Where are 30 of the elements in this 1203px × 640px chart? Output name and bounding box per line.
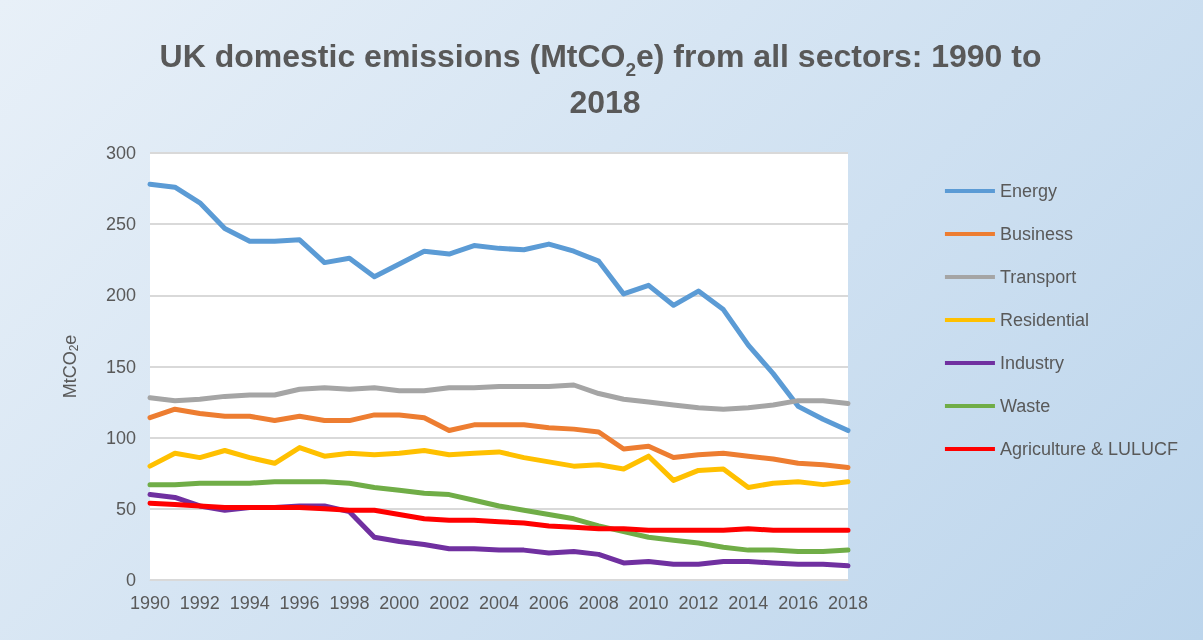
x-tick-label: 2000: [379, 593, 420, 613]
y-tick-label: 0: [125, 570, 136, 590]
x-tick-label: 2004: [478, 593, 520, 613]
x-tick-label: 1990: [129, 593, 171, 613]
legend-label: Industry: [999, 353, 1064, 373]
legend-label: Agriculture & LULUCF: [999, 439, 1178, 459]
x-tick-label: 2012: [678, 593, 719, 613]
x-tick-label: 1994: [229, 593, 270, 613]
legend-label: Business: [999, 224, 1073, 244]
y-axis-title: MtCO2e: [60, 334, 81, 399]
legend-label: Transport: [999, 267, 1077, 287]
y-tick-label: 200: [105, 285, 136, 306]
x-tick-label: 1998: [329, 593, 370, 613]
legend-label: Waste: [999, 396, 1051, 416]
x-tick-label: 2014: [728, 593, 769, 613]
x-tick-label: 2016: [778, 593, 819, 613]
x-tick-label: 2002: [429, 593, 470, 613]
x-tick-label: 2010: [628, 593, 669, 613]
y-tick-label: 250: [105, 214, 136, 235]
y-tick-label: 150: [105, 356, 136, 377]
y-tick-label: 50: [115, 498, 136, 519]
x-tick-label: 2008: [578, 593, 619, 613]
legend-label: Energy: [999, 181, 1057, 201]
y-tick-label: 300: [105, 143, 136, 163]
x-tick-label: 1996: [279, 593, 320, 613]
legend-label: Residential: [999, 310, 1089, 330]
x-tick-label: 1992: [179, 593, 220, 613]
x-tick-label: 2018: [827, 593, 869, 613]
x-tick-label: 2006: [528, 593, 569, 613]
y-tick-label: 100: [105, 427, 136, 448]
